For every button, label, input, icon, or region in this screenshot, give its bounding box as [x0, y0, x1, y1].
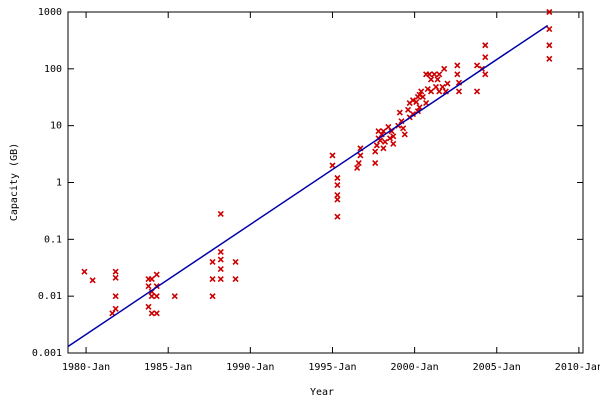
point	[454, 62, 461, 69]
point	[546, 26, 553, 33]
point	[145, 303, 152, 310]
point	[217, 265, 224, 273]
point	[482, 71, 489, 78]
point	[455, 88, 463, 95]
point	[148, 310, 155, 317]
y-tick-label: 0.1	[44, 234, 62, 245]
point	[409, 111, 417, 118]
x-tick-label: 1980-Jan	[62, 362, 110, 373]
y-tick-label: 100	[44, 64, 62, 75]
point	[546, 8, 553, 16]
point	[546, 55, 553, 62]
point	[473, 62, 481, 69]
point	[145, 283, 152, 290]
point	[482, 54, 489, 61]
point	[153, 271, 160, 278]
point	[232, 275, 239, 283]
point	[436, 88, 443, 95]
point	[81, 268, 88, 275]
point	[357, 152, 364, 159]
point	[217, 248, 224, 256]
y-tick-label: 0.01	[38, 291, 62, 302]
x-tick-label: 2000-Jan	[391, 362, 439, 373]
point	[413, 99, 420, 106]
point	[209, 275, 216, 283]
point	[439, 83, 446, 91]
point	[334, 182, 341, 189]
point	[153, 293, 160, 300]
point	[112, 268, 119, 275]
point	[148, 293, 155, 300]
point	[112, 274, 119, 281]
point	[153, 310, 160, 317]
point	[427, 76, 435, 83]
point	[427, 88, 435, 95]
point	[426, 71, 433, 78]
y-tick-label: 10	[50, 121, 62, 132]
point	[473, 88, 481, 95]
point	[380, 145, 387, 152]
point	[209, 258, 216, 266]
x-tick-label: 2005-Jan	[473, 362, 521, 373]
point	[380, 128, 387, 135]
point	[89, 277, 96, 284]
x-tick-label: 2010-Jan	[555, 362, 600, 373]
point	[404, 106, 412, 113]
point	[434, 76, 441, 83]
point	[209, 293, 216, 300]
point	[546, 42, 553, 49]
point	[444, 80, 451, 87]
x-tick-label: 1990-Jan	[226, 362, 274, 373]
x-axis-label: Year	[310, 387, 334, 398]
x-tick-label: 1995-Jan	[308, 362, 356, 373]
point	[401, 131, 408, 138]
point	[112, 305, 119, 312]
point	[334, 174, 341, 182]
point	[334, 196, 341, 203]
point	[372, 148, 379, 155]
x-tick-label: 1985-Jan	[144, 362, 192, 373]
point	[390, 133, 397, 140]
point	[423, 99, 430, 107]
point	[418, 88, 425, 95]
point	[400, 125, 407, 132]
point	[416, 104, 423, 111]
point	[217, 210, 224, 217]
y-tick-label: 1	[56, 178, 62, 189]
point	[355, 159, 362, 167]
point	[390, 140, 397, 147]
trend-line	[67, 24, 549, 348]
point	[112, 293, 119, 300]
y-tick-label: 0.001	[32, 348, 62, 359]
point	[386, 135, 394, 142]
point	[482, 42, 489, 49]
point	[431, 71, 438, 78]
point	[436, 71, 443, 78]
point	[232, 258, 239, 266]
point	[396, 109, 403, 116]
point	[419, 93, 426, 101]
point	[409, 97, 417, 104]
point	[217, 275, 224, 283]
point	[329, 152, 336, 159]
point	[171, 293, 178, 300]
plot-frame	[67, 11, 584, 354]
point	[381, 138, 389, 145]
point	[334, 192, 341, 199]
point	[432, 83, 440, 91]
point	[441, 65, 448, 72]
point	[372, 159, 379, 167]
point	[334, 213, 341, 220]
point	[329, 162, 336, 169]
point	[217, 256, 224, 263]
point	[454, 71, 461, 78]
point	[354, 164, 361, 172]
point	[148, 275, 155, 283]
point	[373, 142, 380, 149]
y-tick-label: 1000	[38, 7, 62, 18]
y-axis-label: Capacity (GB)	[9, 143, 20, 221]
